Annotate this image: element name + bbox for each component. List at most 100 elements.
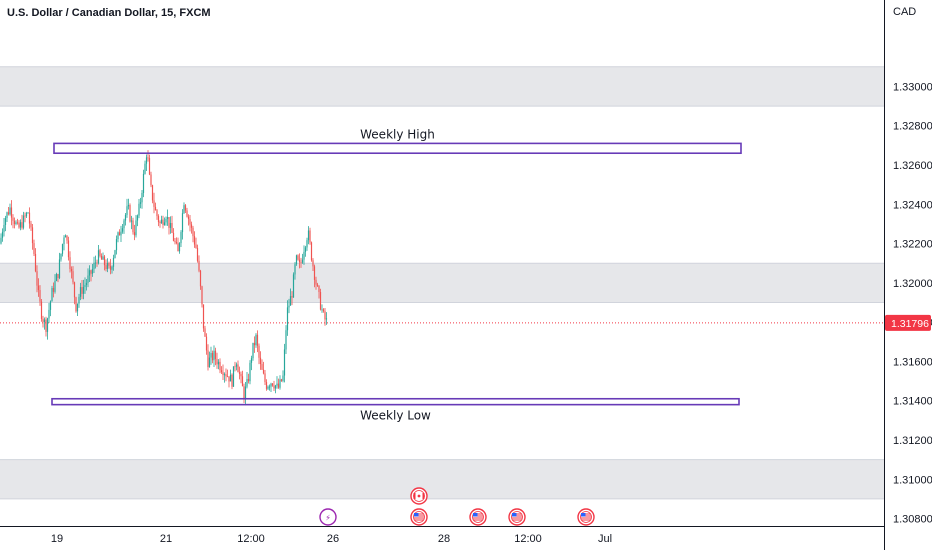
flag-band (422, 493, 425, 499)
candle-body (111, 266, 113, 270)
candle-body (298, 259, 301, 263)
candle-body (46, 318, 49, 332)
candle-body (292, 274, 295, 298)
candle-body (37, 285, 40, 291)
candle-body (324, 311, 326, 320)
zone-band-1 (0, 66, 884, 107)
candle-body (289, 296, 292, 306)
candle-body (141, 193, 143, 203)
candle-body (243, 386, 245, 400)
candle-body (93, 262, 95, 270)
candle-body (61, 244, 64, 254)
candle-body (318, 285, 320, 293)
candle-body (88, 270, 91, 276)
current-price-tag-label: 1.31796 (891, 318, 929, 330)
candle-body (316, 284, 319, 286)
candle-body (186, 210, 188, 217)
candle-body (7, 212, 10, 215)
candle-body (253, 342, 256, 346)
candle-body (156, 210, 158, 217)
candle-body (52, 288, 55, 292)
candle-body (121, 228, 124, 232)
candle-body (40, 301, 43, 319)
candle-body (0, 237, 2, 244)
candle-body (43, 319, 46, 323)
x-tick-label: Jul (598, 533, 612, 545)
candle-body (129, 205, 131, 222)
candle-body (273, 385, 275, 389)
y-tick-label: 1.32400 (893, 199, 932, 211)
candle-body (325, 318, 328, 320)
candle-body (64, 235, 67, 238)
candle-body (124, 214, 127, 221)
candle-body (148, 158, 151, 175)
candle-body (55, 274, 58, 281)
candle-body (301, 259, 304, 263)
candle-body (109, 265, 112, 270)
candle-body (276, 383, 278, 386)
candle-body (256, 334, 259, 346)
candle-body (4, 218, 7, 225)
candle-body (105, 265, 107, 269)
candle-body (282, 375, 284, 381)
candle-body (261, 364, 263, 370)
candle-body (198, 260, 200, 271)
earnings-icon[interactable]: ⚡ (319, 508, 337, 526)
weekly-low-label: Weekly Low (360, 409, 431, 423)
candle-body (31, 227, 34, 244)
y-tick-label: 1.31400 (893, 396, 932, 408)
candle-body (280, 379, 283, 381)
candle-body (94, 262, 97, 264)
candle-body (66, 235, 68, 241)
maple-dot (417, 494, 421, 498)
candle-body (300, 262, 302, 263)
candle-body (259, 357, 262, 365)
candle-body (193, 236, 196, 245)
candle-body (199, 270, 202, 287)
candle-body (27, 212, 29, 214)
candle-body (312, 260, 314, 267)
candle-body (271, 383, 274, 386)
us-flag-icon[interactable] (577, 508, 595, 526)
candle-body (234, 366, 236, 368)
candle-body (91, 269, 94, 274)
x-tick-label: 12:00 (237, 533, 265, 545)
candle-body (208, 357, 211, 368)
candle-body (132, 220, 134, 233)
candle-body (219, 361, 221, 371)
candle-body (183, 205, 185, 214)
y-tick-label: 1.32600 (893, 160, 932, 172)
candle-body (138, 203, 140, 216)
candle-body (171, 223, 173, 233)
us-flag-icon[interactable] (508, 508, 526, 526)
candle-body (135, 220, 137, 236)
x-tick-label: 19 (51, 533, 63, 545)
us-flag-icon[interactable] (469, 508, 487, 526)
y-tick-label: 1.31600 (893, 356, 932, 368)
candle-body (270, 383, 272, 387)
candle-body (295, 255, 298, 265)
candle-body (99, 250, 101, 256)
weekly-low-box[interactable] (51, 397, 740, 406)
candle-body (163, 222, 166, 225)
candle-body (283, 349, 286, 376)
candle-body (322, 309, 325, 312)
candle-body (244, 386, 247, 400)
candle-body (21, 222, 23, 228)
us-flag-icon[interactable] (410, 508, 428, 526)
ca-flag-icon[interactable] (410, 487, 428, 505)
candle-body (238, 372, 241, 374)
candle-body (274, 385, 277, 389)
candle-body (246, 378, 248, 387)
candle-body (310, 242, 313, 261)
candle-body (220, 370, 223, 373)
flag-canton (473, 513, 478, 517)
candle-body (139, 202, 142, 204)
weekly-high-box[interactable] (53, 142, 742, 155)
candle-body (181, 213, 184, 233)
candle-body (235, 364, 238, 367)
candle-body (231, 374, 233, 387)
candle-body (24, 215, 26, 217)
candle-body (15, 222, 17, 225)
